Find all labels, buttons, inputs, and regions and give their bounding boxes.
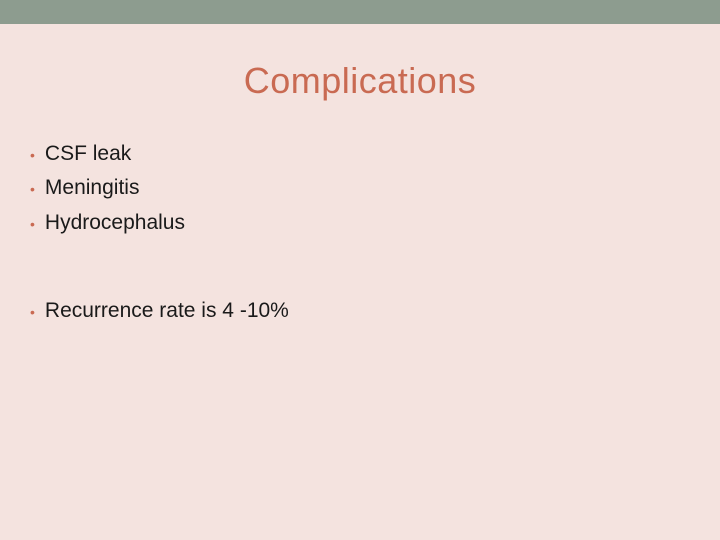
slide-title: Complications: [0, 60, 720, 102]
bullet-group-1: • CSF leak • Meningitis • Hydrocephalus: [30, 140, 690, 237]
bullet-item: • Recurrence rate is 4 -10%: [30, 297, 690, 325]
bullet-text: Hydrocephalus: [45, 209, 185, 237]
bullet-dot-icon: •: [30, 303, 35, 322]
bullet-item: • CSF leak: [30, 140, 690, 168]
bullet-group-2: • Recurrence rate is 4 -10%: [30, 297, 690, 325]
bullet-item: • Meningitis: [30, 174, 690, 202]
bullet-dot-icon: •: [30, 180, 35, 199]
bullet-text: Recurrence rate is 4 -10%: [45, 297, 289, 325]
top-bar: [0, 0, 720, 24]
bullet-text: CSF leak: [45, 140, 131, 168]
slide: Complications • CSF leak • Meningitis • …: [0, 0, 720, 540]
bullet-dot-icon: •: [30, 146, 35, 165]
bullet-item: • Hydrocephalus: [30, 209, 690, 237]
slide-content: • CSF leak • Meningitis • Hydrocephalus …: [30, 140, 690, 385]
bullet-text: Meningitis: [45, 174, 140, 202]
bullet-dot-icon: •: [30, 215, 35, 234]
